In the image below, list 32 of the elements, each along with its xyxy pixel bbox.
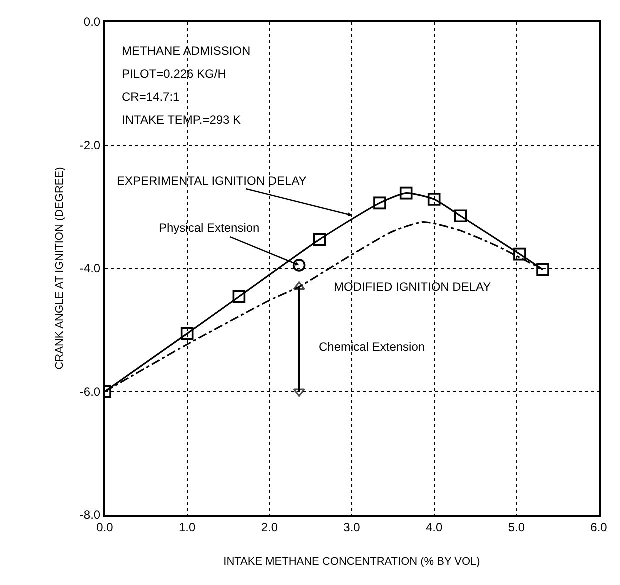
x-tick-label: 6.0 (590, 520, 608, 534)
x-tick-label: 5.0 (508, 520, 526, 534)
annotation: EXPERIMENTAL IGNITION DELAY (117, 174, 307, 188)
point (374, 196, 386, 210)
y-tick-label: -8.0 (80, 508, 101, 522)
x-tick-label: 3.0 (344, 520, 361, 534)
y-tick-label: -6.0 (80, 384, 101, 399)
x-axis-title: INTAKE METHANE CONCENTRATION (% BY VOL) (224, 556, 480, 568)
x-tick-label: 0.0 (96, 520, 114, 534)
point (232, 290, 246, 304)
x-tick-label: 4.0 (426, 520, 443, 534)
point (313, 233, 326, 246)
x-tick-label: 1.0 (178, 520, 196, 534)
annotation: CR=14.7:1 (122, 90, 180, 104)
point (428, 193, 441, 206)
annotation: Physical Extension (159, 221, 260, 235)
y-axis-title: CRANK ANGLE AT IGNITION (DEGREE) (54, 167, 66, 370)
annotation: PILOT=0.226 KG/H (122, 67, 226, 81)
point (292, 259, 306, 272)
annotation: Chemical Extension (319, 340, 426, 354)
y-tick-label: 0.0 (84, 15, 101, 30)
annotation: MODIFIED IGNITION DELAY (334, 280, 492, 294)
y-tick-label: -4.0 (80, 262, 101, 276)
annotation: INTAKE TEMP.=293 K (122, 113, 242, 127)
point (536, 263, 550, 276)
y-tick-label: -2.0 (80, 138, 101, 152)
point (180, 327, 194, 340)
point (400, 186, 413, 200)
x-tick-label: 2.0 (261, 520, 278, 534)
point (454, 210, 468, 223)
point (514, 248, 526, 261)
annotation: METHANE ADMISSION (122, 44, 251, 58)
